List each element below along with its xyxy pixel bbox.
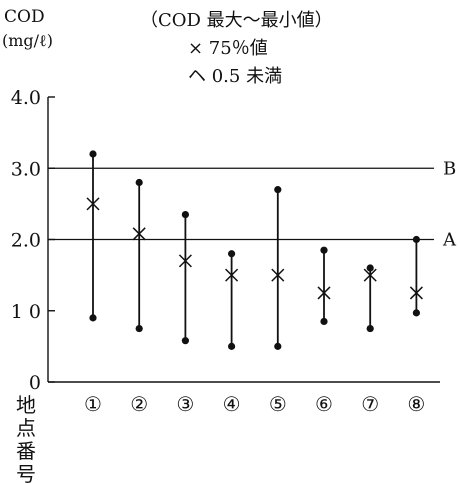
p75-marker	[132, 227, 146, 241]
legend-mean-label: × 75％値	[188, 38, 268, 59]
max-point	[412, 235, 420, 244]
p75-marker	[271, 268, 285, 282]
x-tick-label: ③	[176, 392, 194, 416]
reference-line-label-a: A	[442, 230, 457, 251]
max-point	[181, 210, 189, 219]
x-tick-label: ②	[130, 392, 148, 416]
y-axis-label-line1: COD	[4, 7, 45, 27]
x-tick-label: ⑤	[269, 392, 287, 416]
max-point	[320, 246, 328, 254]
x-tick-label: ①	[84, 392, 102, 416]
min-point	[274, 342, 282, 350]
max-point	[89, 150, 97, 158]
legend-below-label: ヘ 0.5 未満	[188, 66, 282, 87]
min-point	[228, 342, 236, 350]
y-tick-label: 4.0	[11, 87, 41, 109]
max-point	[135, 178, 143, 187]
y-tick-label: 0	[29, 372, 41, 394]
p75-marker	[363, 268, 377, 282]
y-tick-label: 3.0	[11, 158, 41, 180]
min-point	[366, 324, 374, 333]
max-point	[274, 186, 282, 194]
reference-line-label-b: B	[443, 158, 456, 179]
min-point	[412, 309, 420, 317]
min-point	[181, 337, 189, 345]
max-point	[228, 250, 236, 258]
p75-marker	[317, 286, 331, 300]
p75-marker	[86, 197, 100, 211]
y-tick-label: 2.0	[11, 230, 41, 252]
p75-marker	[178, 254, 192, 268]
max-point	[366, 264, 374, 272]
x-tick-label: ⑥	[315, 392, 333, 416]
min-point	[89, 314, 97, 322]
min-point	[135, 324, 143, 333]
x-axis-label-char-3: 番	[16, 439, 36, 463]
x-tick-label: ⑦	[361, 392, 379, 416]
y-tick-label: 1 0	[11, 301, 41, 323]
min-point	[320, 317, 328, 326]
legend-title: （COD 最大〜最小値）	[140, 10, 333, 31]
p75-marker	[225, 268, 239, 282]
x-axis-label-char-2: 点	[16, 416, 36, 440]
x-tick-label: ⑧	[407, 392, 425, 416]
y-axis-label-line2: (mg/ℓ)	[2, 31, 53, 50]
p75-marker	[409, 286, 423, 300]
x-tick-label: ④	[223, 392, 241, 416]
x-axis-label-char-4: 号	[16, 462, 36, 483]
x-axis-label-char-1: 地	[16, 393, 36, 417]
